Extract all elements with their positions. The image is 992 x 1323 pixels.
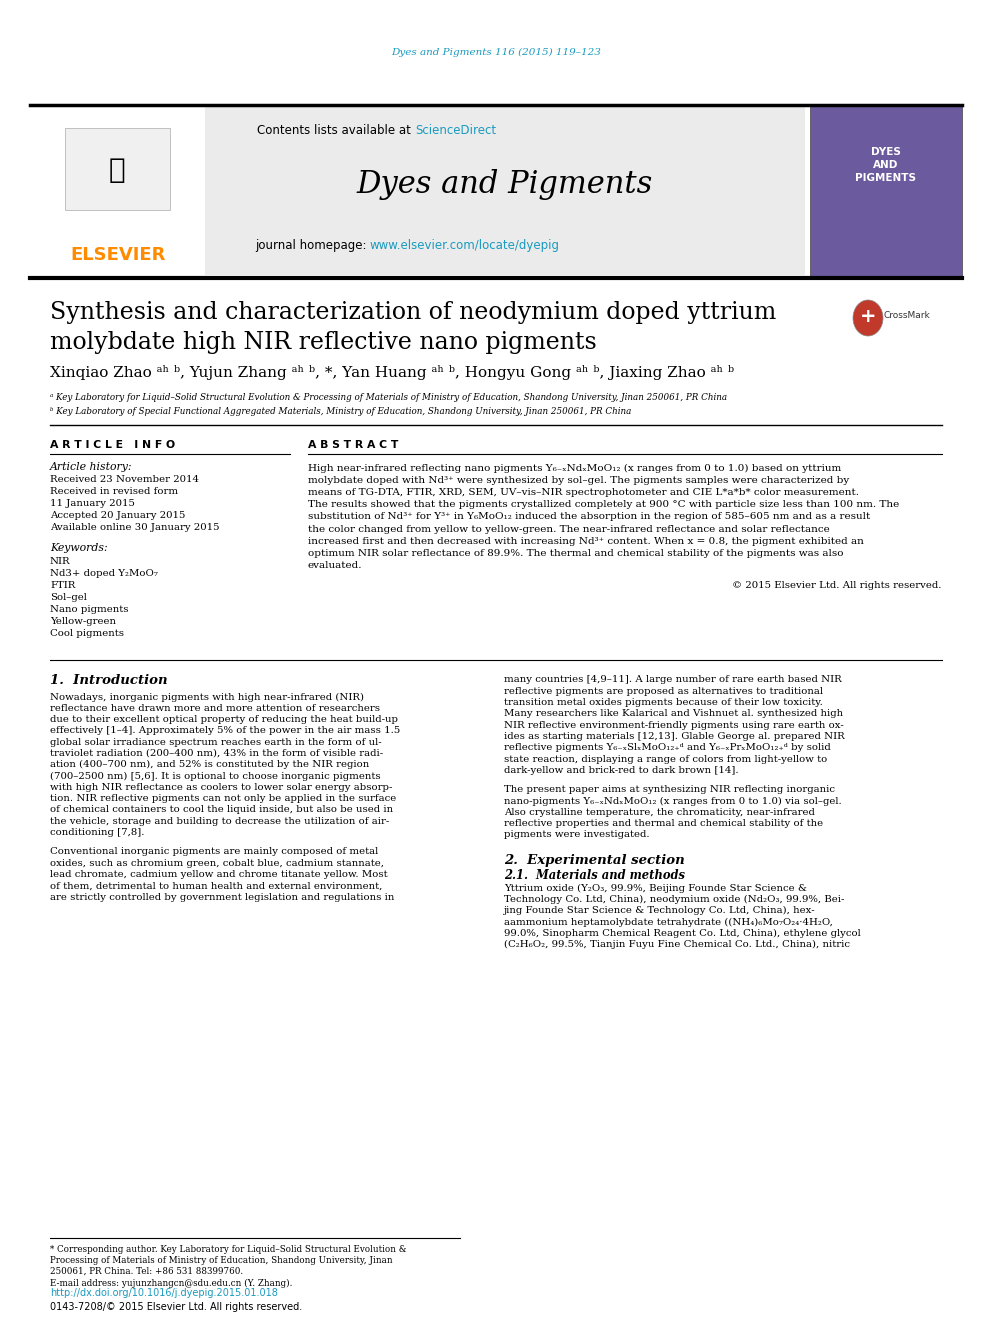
- Text: Accepted 20 January 2015: Accepted 20 January 2015: [50, 512, 186, 520]
- Text: ScienceDirect: ScienceDirect: [415, 123, 496, 136]
- Text: Technology Co. Ltd, China), neodymium oxide (Nd₂O₃, 99.9%, Bei-: Technology Co. Ltd, China), neodymium ox…: [504, 894, 844, 904]
- Text: Dyes and Pigments 116 (2015) 119–123: Dyes and Pigments 116 (2015) 119–123: [391, 48, 601, 57]
- Text: the vehicle, storage and building to decrease the utilization of air-: the vehicle, storage and building to dec…: [50, 816, 389, 826]
- Text: of chemical containers to cool the liquid inside, but also be used in: of chemical containers to cool the liqui…: [50, 806, 393, 815]
- Text: NIR: NIR: [50, 557, 70, 565]
- Text: are strictly controlled by government legislation and regulations in: are strictly controlled by government le…: [50, 893, 395, 901]
- Text: E-mail address: yujunzhangcn@sdu.edu.cn (Y. Zhang).: E-mail address: yujunzhangcn@sdu.edu.cn …: [50, 1279, 293, 1289]
- Text: The results showed that the pigments crystallized completely at 900 °C with part: The results showed that the pigments cry…: [308, 500, 900, 509]
- Bar: [810, 105, 962, 278]
- Text: conditioning [7,8].: conditioning [7,8].: [50, 828, 145, 837]
- Text: © 2015 Elsevier Ltd. All rights reserved.: © 2015 Elsevier Ltd. All rights reserved…: [732, 581, 942, 590]
- Text: 0143-7208/© 2015 Elsevier Ltd. All rights reserved.: 0143-7208/© 2015 Elsevier Ltd. All right…: [50, 1302, 303, 1312]
- Text: jing Founde Star Science & Technology Co. Ltd, China), hex-: jing Founde Star Science & Technology Co…: [504, 906, 815, 916]
- Text: FTIR: FTIR: [50, 581, 75, 590]
- Text: Also crystalline temperature, the chromaticity, near-infrared: Also crystalline temperature, the chroma…: [504, 808, 814, 816]
- Ellipse shape: [853, 300, 883, 336]
- Text: Nowadays, inorganic pigments with high near-infrared (NIR): Nowadays, inorganic pigments with high n…: [50, 692, 364, 701]
- Text: many countries [4,9–11]. A large number of rare earth based NIR: many countries [4,9–11]. A large number …: [504, 676, 842, 684]
- Text: the color changed from yellow to yellow-green. The near-infrared reflectance and: the color changed from yellow to yellow-…: [308, 524, 829, 533]
- Text: reflective properties and thermal and chemical stability of the: reflective properties and thermal and ch…: [504, 819, 823, 828]
- Text: Contents lists available at: Contents lists available at: [257, 123, 415, 136]
- Text: Keywords:: Keywords:: [50, 542, 107, 553]
- Text: with high NIR reflectance as coolers to lower solar energy absorp-: with high NIR reflectance as coolers to …: [50, 783, 393, 792]
- Text: substitution of Nd³⁺ for Y³⁺ in Y₆MoO₁₂ induced the absorption in the region of : substitution of Nd³⁺ for Y³⁺ in Y₆MoO₁₂ …: [308, 512, 870, 521]
- Text: increased first and then decreased with increasing Nd³⁺ content. When x = 0.8, t: increased first and then decreased with …: [308, 537, 864, 545]
- Text: journal homepage:: journal homepage:: [255, 238, 370, 251]
- Text: lead chromate, cadmium yellow and chrome titanate yellow. Most: lead chromate, cadmium yellow and chrome…: [50, 871, 388, 878]
- Text: Article history:: Article history:: [50, 462, 133, 472]
- Text: of them, detrimental to human health and external environment,: of them, detrimental to human health and…: [50, 881, 382, 890]
- Text: DYES
AND
PIGMENTS: DYES AND PIGMENTS: [855, 147, 917, 183]
- Text: http://dx.doi.org/10.1016/j.dyepig.2015.01.018: http://dx.doi.org/10.1016/j.dyepig.2015.…: [50, 1289, 278, 1298]
- Text: aammonium heptamolybdate tetrahydrate ((NH₄)₆Mo₇O₂₄·4H₂O,: aammonium heptamolybdate tetrahydrate ((…: [504, 918, 833, 926]
- Bar: [65, 128, 170, 210]
- Text: tion. NIR reflective pigments can not only be applied in the surface: tion. NIR reflective pigments can not on…: [50, 794, 396, 803]
- Text: nano-pigments Y₆₋ₓNdₓMoO₁₂ (x ranges from 0 to 1.0) via sol–gel.: nano-pigments Y₆₋ₓNdₓMoO₁₂ (x ranges fro…: [504, 796, 842, 806]
- Text: reflectance have drawn more and more attention of researchers: reflectance have drawn more and more att…: [50, 704, 380, 713]
- Text: Nd3+ doped Y₂MoO₇: Nd3+ doped Y₂MoO₇: [50, 569, 158, 578]
- Text: traviolet radiation (200–400 nm), 43% in the form of visible radi-: traviolet radiation (200–400 nm), 43% in…: [50, 749, 383, 758]
- Text: NIR reflective environment-friendly pigments using rare earth ox-: NIR reflective environment-friendly pigm…: [504, 721, 844, 730]
- Text: ᵇ Key Laboratory of Special Functional Aggregated Materials, Ministry of Educati: ᵇ Key Laboratory of Special Functional A…: [50, 407, 631, 417]
- Text: ides as starting materials [12,13]. Glable George al. prepared NIR: ides as starting materials [12,13]. Glab…: [504, 732, 845, 741]
- Text: * Corresponding author. Key Laboratory for Liquid–Solid Structural Evolution &: * Corresponding author. Key Laboratory f…: [50, 1245, 407, 1254]
- Text: (C₂H₆O₂, 99.5%, Tianjin Fuyu Fine Chemical Co. Ltd., China), nitric: (C₂H₆O₂, 99.5%, Tianjin Fuyu Fine Chemic…: [504, 941, 850, 950]
- Text: 250061, PR China. Tel: +86 531 88399760.: 250061, PR China. Tel: +86 531 88399760.: [50, 1266, 243, 1275]
- Text: The present paper aims at synthesizing NIR reflecting inorganic: The present paper aims at synthesizing N…: [504, 785, 835, 794]
- Bar: [205, 107, 805, 275]
- Text: 99.0%, Sinopharm Chemical Reagent Co. Ltd, China), ethylene glycol: 99.0%, Sinopharm Chemical Reagent Co. Lt…: [504, 929, 861, 938]
- Text: dark-yellow and brick-red to dark brown [14].: dark-yellow and brick-red to dark brown …: [504, 766, 739, 775]
- Text: 1.  Introduction: 1. Introduction: [50, 673, 168, 687]
- Text: Received in revised form: Received in revised form: [50, 487, 179, 496]
- Text: Many researchers like Kalarical and Vishnuet al. synthesized high: Many researchers like Kalarical and Vish…: [504, 709, 843, 718]
- Text: reflective pigments are proposed as alternatives to traditional: reflective pigments are proposed as alte…: [504, 687, 823, 696]
- Text: ELSEVIER: ELSEVIER: [70, 246, 166, 265]
- Text: High near-infrared reflecting nano pigments Y₆₋ₓNdₓMoO₁₂ (x ranges from 0 to 1.0: High near-infrared reflecting nano pigme…: [308, 463, 841, 472]
- Text: +: +: [860, 307, 876, 325]
- Text: transition metal oxides pigments because of their low toxicity.: transition metal oxides pigments because…: [504, 699, 823, 706]
- Text: reflective pigments Y₆₋ₓSlₓMoO₁₂₊ᵈ and Y₆₋ₓPrₓMoO₁₂₊ᵈ by solid: reflective pigments Y₆₋ₓSlₓMoO₁₂₊ᵈ and Y…: [504, 744, 830, 753]
- Text: global solar irradiance spectrum reaches earth in the form of ul-: global solar irradiance spectrum reaches…: [50, 738, 382, 746]
- Text: 11 January 2015: 11 January 2015: [50, 500, 135, 508]
- Text: Processing of Materials of Ministry of Education, Shandong University, Jinan: Processing of Materials of Ministry of E…: [50, 1256, 393, 1265]
- Text: due to their excellent optical property of reducing the heat build-up: due to their excellent optical property …: [50, 716, 398, 724]
- Text: optimum NIR solar reflectance of 89.9%. The thermal and chemical stability of th: optimum NIR solar reflectance of 89.9%. …: [308, 549, 843, 558]
- Text: pigments were investigated.: pigments were investigated.: [504, 831, 650, 839]
- Text: Cool pigments: Cool pigments: [50, 628, 124, 638]
- Text: 2.  Experimental section: 2. Experimental section: [504, 853, 684, 867]
- Text: Yellow-green: Yellow-green: [50, 617, 116, 626]
- Text: Dyes and Pigments: Dyes and Pigments: [357, 169, 653, 201]
- Text: A R T I C L E   I N F O: A R T I C L E I N F O: [50, 441, 176, 450]
- Text: Nano pigments: Nano pigments: [50, 605, 129, 614]
- Text: ation (400–700 nm), and 52% is constituted by the NIR region: ation (400–700 nm), and 52% is constitut…: [50, 761, 369, 770]
- Text: effectively [1–4]. Approximately 5% of the power in the air mass 1.5: effectively [1–4]. Approximately 5% of t…: [50, 726, 400, 736]
- Text: molybdate high NIR reflective nano pigments: molybdate high NIR reflective nano pigme…: [50, 332, 597, 355]
- Text: A B S T R A C T: A B S T R A C T: [308, 441, 399, 450]
- Text: CrossMark: CrossMark: [884, 311, 930, 320]
- Text: oxides, such as chromium green, cobalt blue, cadmium stannate,: oxides, such as chromium green, cobalt b…: [50, 859, 384, 868]
- Text: means of TG-DTA, FTIR, XRD, SEM, UV–vis–NIR spectrophotometer and CIE L*a*b* col: means of TG-DTA, FTIR, XRD, SEM, UV–vis–…: [308, 488, 859, 497]
- Text: Synthesis and characterization of neodymium doped yttrium: Synthesis and characterization of neodym…: [50, 300, 777, 324]
- Text: 2.1.  Materials and methods: 2.1. Materials and methods: [504, 869, 685, 881]
- Text: state reaction, displaying a range of colors from light-yellow to: state reaction, displaying a range of co…: [504, 754, 827, 763]
- Text: Received 23 November 2014: Received 23 November 2014: [50, 475, 199, 484]
- Text: Yttrium oxide (Y₂O₃, 99.9%, Beijing Founde Star Science &: Yttrium oxide (Y₂O₃, 99.9%, Beijing Foun…: [504, 884, 806, 893]
- Text: Xinqiao Zhao ᵃʰ ᵇ, Yujun Zhang ᵃʰ ᵇ, *, Yan Huang ᵃʰ ᵇ, Hongyu Gong ᵃʰ ᵇ, Jiaxin: Xinqiao Zhao ᵃʰ ᵇ, Yujun Zhang ᵃʰ ᵇ, *, …: [50, 365, 734, 380]
- Text: evaluated.: evaluated.: [308, 561, 362, 570]
- Text: Available online 30 January 2015: Available online 30 January 2015: [50, 524, 219, 532]
- Text: Conventional inorganic pigments are mainly composed of metal: Conventional inorganic pigments are main…: [50, 848, 378, 856]
- Text: ᵃ Key Laboratory for Liquid–Solid Structural Evolution & Processing of Materials: ᵃ Key Laboratory for Liquid–Solid Struct…: [50, 393, 727, 402]
- Text: www.elsevier.com/locate/dyepig: www.elsevier.com/locate/dyepig: [370, 238, 560, 251]
- Text: (700–2500 nm) [5,6]. It is optional to choose inorganic pigments: (700–2500 nm) [5,6]. It is optional to c…: [50, 771, 381, 781]
- Text: molybdate doped with Nd³⁺ were synthesized by sol–gel. The pigments samples were: molybdate doped with Nd³⁺ were synthesiz…: [308, 476, 849, 484]
- Text: Sol–gel: Sol–gel: [50, 593, 87, 602]
- Text: 🌿: 🌿: [109, 156, 125, 184]
